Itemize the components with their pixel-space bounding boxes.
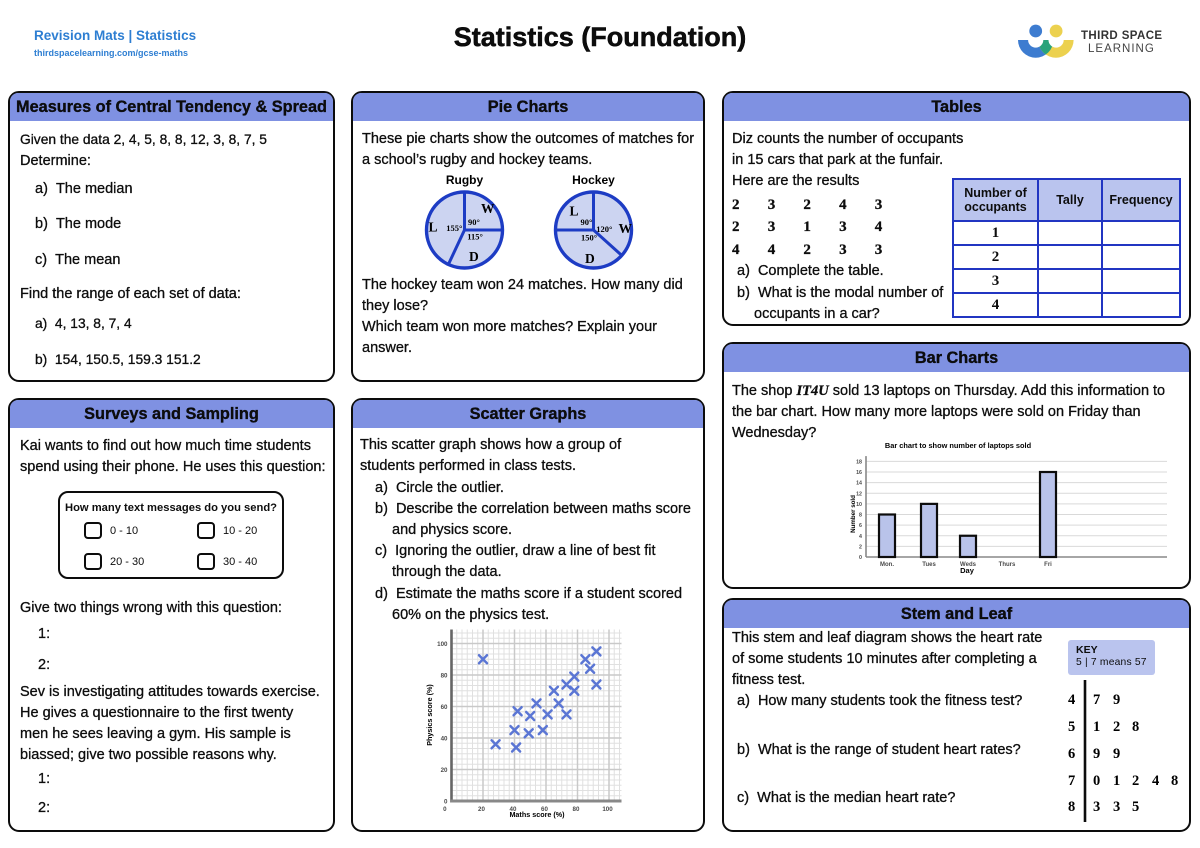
svg-text:Rugby: Rugby <box>446 173 484 187</box>
svg-text:100: 100 <box>602 806 613 813</box>
svg-text:0: 0 <box>859 555 862 561</box>
svg-text:D: D <box>469 249 479 264</box>
svg-text:2: 2 <box>1113 719 1120 735</box>
svg-text:5: 5 <box>1068 719 1075 735</box>
svg-text:120°: 120° <box>596 224 612 234</box>
svg-text:80: 80 <box>573 806 580 813</box>
svg-text:W: W <box>619 221 633 236</box>
svg-text:40: 40 <box>510 806 517 813</box>
svg-text:90°: 90° <box>468 217 480 227</box>
svg-text:12: 12 <box>856 491 862 497</box>
svg-text:0: 0 <box>1093 773 1100 789</box>
svg-text:3: 3 <box>1093 799 1100 815</box>
svg-text:9: 9 <box>1093 746 1100 762</box>
svg-text:Physics score (%): Physics score (%) <box>425 684 434 746</box>
svg-text:Fri: Fri <box>1044 562 1052 568</box>
svg-text:16: 16 <box>856 470 862 476</box>
svg-text:Maths score (%): Maths score (%) <box>509 810 565 819</box>
svg-text:L: L <box>570 204 579 219</box>
svg-text:80: 80 <box>441 673 448 680</box>
svg-text:7: 7 <box>1093 692 1100 708</box>
svg-text:115°: 115° <box>467 232 483 242</box>
svg-text:8: 8 <box>859 513 862 519</box>
svg-text:4: 4 <box>1152 773 1159 789</box>
svg-text:Tues: Tues <box>922 562 936 568</box>
svg-text:Hockey: Hockey <box>572 173 615 187</box>
svg-text:8: 8 <box>1132 719 1139 735</box>
svg-text:1: 1 <box>1113 773 1120 789</box>
svg-text:W: W <box>481 201 495 216</box>
svg-text:THIRD SPACE: THIRD SPACE <box>1081 30 1163 42</box>
svg-text:3: 3 <box>1113 799 1120 815</box>
svg-text:D: D <box>585 251 595 266</box>
svg-text:7: 7 <box>1068 773 1075 789</box>
svg-text:6: 6 <box>1068 746 1075 762</box>
svg-text:20: 20 <box>441 767 448 774</box>
svg-text:155°: 155° <box>446 223 462 233</box>
svg-text:60: 60 <box>541 806 548 813</box>
svg-text:Number sold: Number sold <box>850 495 857 533</box>
svg-text:100: 100 <box>437 641 448 648</box>
svg-text:9: 9 <box>1113 692 1120 708</box>
svg-text:4: 4 <box>1068 692 1075 708</box>
svg-text:Weds: Weds <box>960 562 977 568</box>
svg-text:Thurs: Thurs <box>999 562 1016 568</box>
svg-text:8: 8 <box>1068 799 1075 815</box>
svg-text:6: 6 <box>859 523 862 529</box>
svg-text:L: L <box>429 220 438 235</box>
svg-text:18: 18 <box>856 459 862 465</box>
svg-text:10: 10 <box>856 502 862 508</box>
svg-text:2: 2 <box>859 544 862 550</box>
svg-text:90°: 90° <box>581 217 593 227</box>
svg-text:Bar chart to show number of la: Bar chart to show number of laptops sold <box>885 441 1032 450</box>
svg-text:0: 0 <box>444 799 448 806</box>
svg-text:0: 0 <box>443 806 447 813</box>
svg-text:2: 2 <box>1132 773 1139 789</box>
svg-text:5: 5 <box>1132 799 1139 815</box>
svg-text:20: 20 <box>478 806 485 813</box>
svg-text:1: 1 <box>1093 719 1100 735</box>
svg-text:150°: 150° <box>581 233 597 243</box>
svg-text:Day: Day <box>960 566 975 575</box>
svg-text:4: 4 <box>859 534 862 540</box>
svg-text:LEARNING: LEARNING <box>1088 43 1155 55</box>
svg-text:8: 8 <box>1171 773 1178 789</box>
svg-text:9: 9 <box>1113 746 1120 762</box>
svg-text:14: 14 <box>856 481 862 487</box>
svg-text:40: 40 <box>441 736 448 743</box>
svg-text:Mon.: Mon. <box>880 562 894 568</box>
svg-text:60: 60 <box>441 704 448 711</box>
